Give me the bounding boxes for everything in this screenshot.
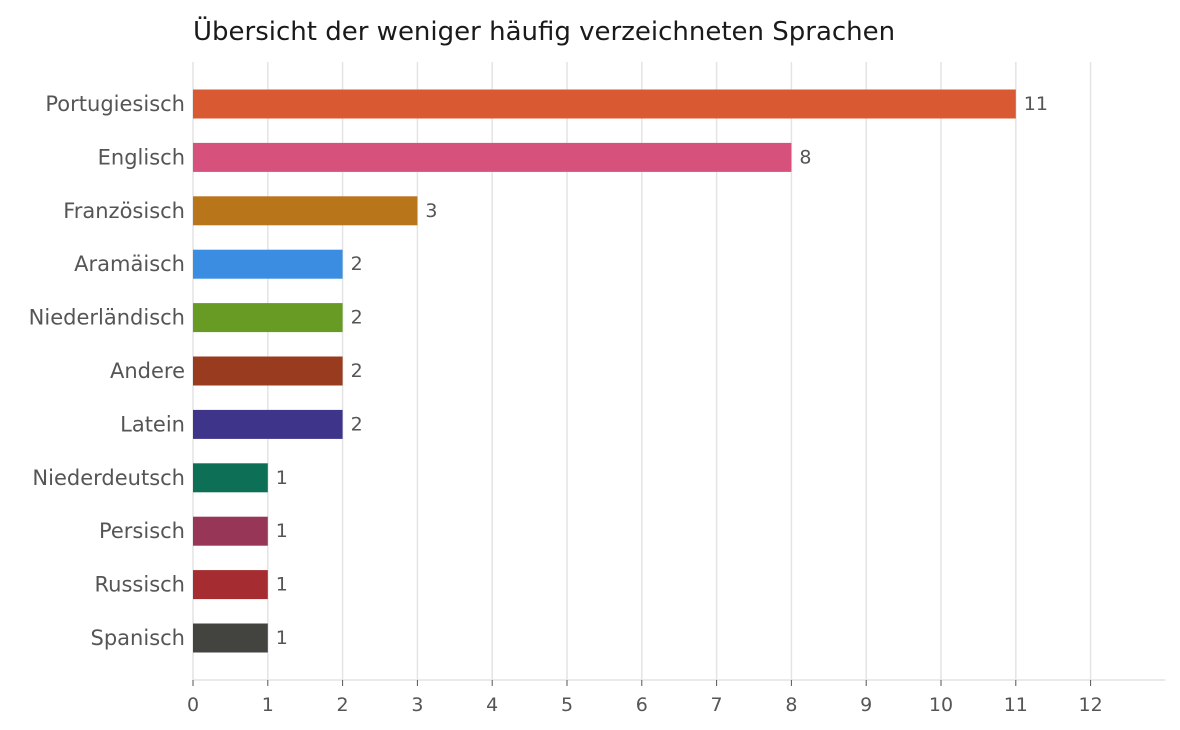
x-tick-label: 7 <box>711 694 723 716</box>
bar <box>193 570 268 600</box>
x-tick-label: 12 <box>1079 694 1103 716</box>
x-tick-label: 11 <box>1004 694 1028 716</box>
bar <box>193 142 792 172</box>
data-label: 1 <box>276 467 288 489</box>
x-tick-label: 1 <box>262 694 274 716</box>
category-label: Französisch <box>63 199 185 223</box>
bar <box>193 196 418 226</box>
x-tick-label: 3 <box>411 694 423 716</box>
x-tick-label: 6 <box>636 694 648 716</box>
data-label: 3 <box>425 200 437 222</box>
x-tick-label: 9 <box>860 694 872 716</box>
x-tick-label: 8 <box>785 694 797 716</box>
data-label: 2 <box>351 253 363 275</box>
category-label: Portugiesisch <box>45 92 185 116</box>
data-label: 1 <box>276 574 288 596</box>
category-label: Aramäisch <box>74 252 185 276</box>
bar <box>193 356 343 386</box>
category-label: Latein <box>120 412 185 436</box>
data-label: 1 <box>276 627 288 649</box>
category-label: Persisch <box>99 519 185 543</box>
chart-title: Übersicht der weniger häufig verzeichnet… <box>193 15 895 47</box>
bar <box>193 623 268 653</box>
category-label: Englisch <box>98 145 185 169</box>
x-tick-label: 0 <box>187 694 199 716</box>
data-label: 8 <box>799 146 811 168</box>
data-label: 2 <box>351 413 363 435</box>
x-axis: 0 1 2 3 4 5 6 7 8 9 10 11 12 <box>187 679 1166 716</box>
category-label: Spanisch <box>91 626 185 650</box>
data-label: 2 <box>351 360 363 382</box>
category-label: Russisch <box>95 573 185 597</box>
data-label: 2 <box>351 307 363 329</box>
category-label: Niederländisch <box>29 306 185 330</box>
category-label: Niederdeutsch <box>32 466 185 490</box>
bar <box>193 516 268 546</box>
category-label: Andere <box>110 359 185 383</box>
bar <box>193 463 268 493</box>
x-tick-label: 4 <box>486 694 498 716</box>
x-tick-label: 5 <box>561 694 573 716</box>
bar <box>193 303 343 333</box>
bar <box>193 249 343 279</box>
data-label: 1 <box>276 520 288 542</box>
x-tick-label: 10 <box>929 694 953 716</box>
data-label: 11 <box>1024 93 1048 115</box>
bar <box>193 89 1016 119</box>
x-tick-label: 2 <box>337 694 349 716</box>
bar <box>193 409 343 439</box>
